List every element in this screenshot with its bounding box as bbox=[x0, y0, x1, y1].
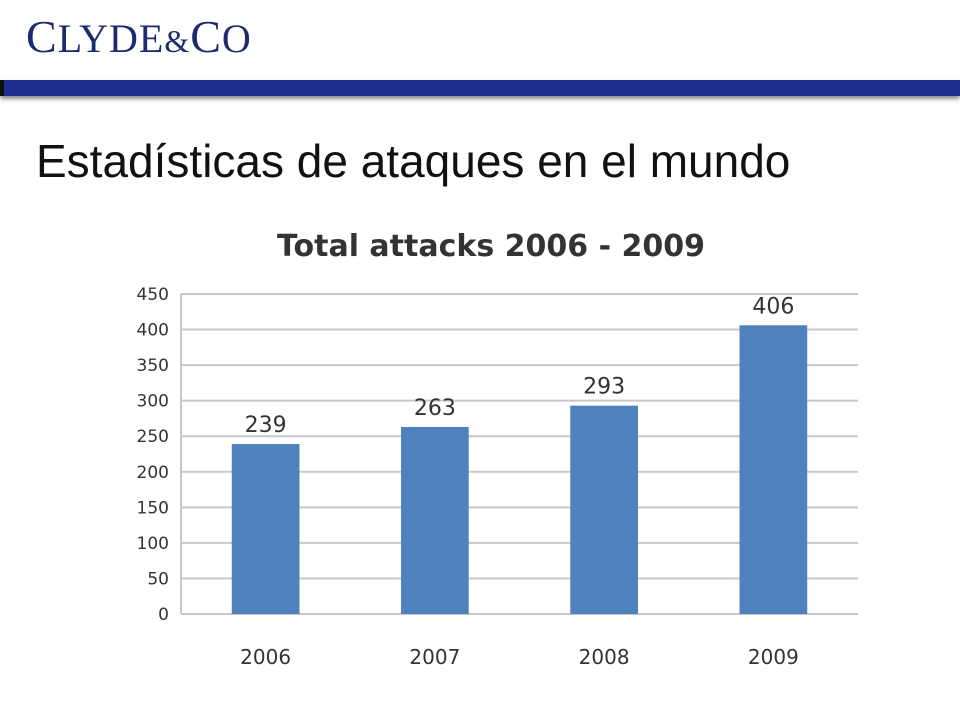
bars bbox=[231, 325, 808, 614]
chart-panel: 0 50 100 150 200 250 300 350 400 450 239 263 293 406… bbox=[103, 204, 879, 688]
bar-2008 bbox=[570, 405, 638, 614]
data-label-2007: 263 bbox=[414, 396, 456, 421]
x-tick-label-2009: 2009 bbox=[748, 645, 799, 669]
logo-ampersand: & bbox=[164, 23, 191, 59]
y-tick-label: 50 bbox=[147, 569, 169, 589]
bar-chart: 0 50 100 150 200 250 300 350 400 450 239 263 293 406… bbox=[137, 229, 858, 669]
clyde-co-logo: CLYDE&CO bbox=[26, 14, 252, 60]
logo-text-lyde: LYDE bbox=[57, 16, 165, 61]
y-tick-label: 450 bbox=[137, 285, 169, 305]
data-label-2006: 239 bbox=[245, 413, 287, 438]
x-axis-ticks: 2006 2007 2008 2009 bbox=[240, 645, 799, 669]
y-axis-ticks: 0 50 100 150 200 250 300 350 400 450 bbox=[137, 285, 169, 625]
slide-title: Estadísticas de ataques en el mundo bbox=[36, 135, 791, 187]
logo-text-o: O bbox=[221, 16, 252, 61]
bar-2007 bbox=[401, 426, 469, 614]
data-labels: 239 263 293 406 bbox=[245, 294, 795, 438]
logo-letter-c: C bbox=[26, 11, 58, 62]
bar-2006 bbox=[231, 444, 300, 614]
x-tick-label-2006: 2006 bbox=[240, 645, 291, 669]
y-tick-label: 400 bbox=[137, 321, 169, 341]
x-tick-label-2008: 2008 bbox=[579, 645, 630, 669]
chart-title: Total attacks 2006 - 2009 bbox=[277, 229, 705, 264]
data-label-2009: 406 bbox=[752, 294, 794, 319]
y-tick-label: 0 bbox=[158, 605, 169, 625]
y-tick-label: 300 bbox=[137, 392, 169, 412]
y-tick-label: 350 bbox=[137, 356, 169, 376]
y-tick-label: 200 bbox=[137, 463, 169, 483]
logo-letter-c2: C bbox=[190, 11, 222, 62]
data-label-2008: 293 bbox=[583, 375, 625, 400]
y-tick-label: 250 bbox=[137, 427, 169, 447]
x-tick-label-2007: 2007 bbox=[409, 645, 460, 669]
bar-2009 bbox=[739, 325, 808, 614]
y-tick-label: 150 bbox=[137, 498, 169, 518]
y-tick-label: 100 bbox=[137, 534, 169, 554]
header-divider-bar bbox=[0, 80, 960, 96]
